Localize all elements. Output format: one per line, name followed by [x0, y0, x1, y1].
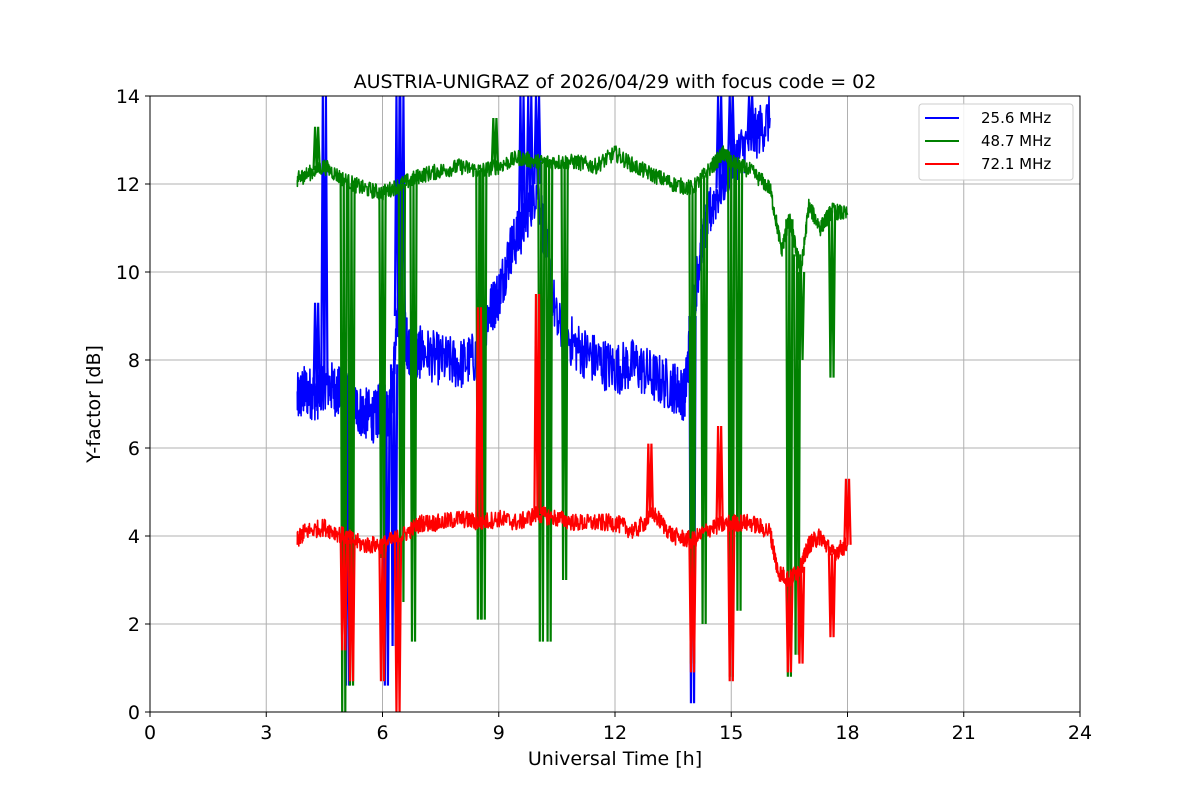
- y-tick-label: 12: [116, 174, 140, 196]
- x-tick-label: 24: [1068, 722, 1092, 744]
- series-spike: [796, 566, 806, 664]
- y-tick-label: 6: [128, 438, 140, 460]
- x-tick-label: 0: [144, 722, 156, 744]
- series-spike: [517, 95, 527, 229]
- series-spike: [560, 161, 569, 581]
- y-axis-label: Y-factor [dB]: [83, 345, 105, 464]
- series-spike: [785, 579, 794, 673]
- x-tick-label: 15: [719, 722, 743, 744]
- y-tick-label: 8: [128, 350, 140, 372]
- series-spike: [688, 188, 697, 664]
- series-spike: [843, 478, 852, 545]
- x-tick-label: 9: [493, 722, 505, 744]
- series-spike: [475, 307, 484, 523]
- x-tick-label: 21: [952, 722, 976, 744]
- series-spike: [347, 183, 356, 686]
- x-tick-label: 3: [260, 722, 272, 744]
- chart-title: AUSTRIA-UNIGRAZ of 2026/04/29 with focus…: [354, 71, 877, 93]
- series-spike: [312, 126, 321, 170]
- series-spike: [544, 161, 554, 642]
- series-spike: [688, 540, 697, 673]
- legend-label: 72.1 MHz: [981, 155, 1051, 173]
- x-tick-label: 6: [376, 722, 388, 744]
- series-spike: [715, 95, 724, 189]
- x-axis-label: Universal Time [h]: [528, 748, 702, 770]
- series-spike: [393, 537, 403, 713]
- series-2: [296, 293, 852, 713]
- series-spike: [525, 95, 534, 207]
- series-spike: [378, 192, 387, 559]
- series-spike: [312, 302, 321, 396]
- series-spike: [734, 165, 744, 611]
- series-layer: [296, 95, 852, 713]
- series-spike: [397, 183, 407, 603]
- series-spike: [490, 117, 500, 168]
- y-tick-label: 10: [116, 262, 140, 284]
- series-spike: [645, 443, 655, 518]
- series-spike: [796, 271, 806, 361]
- y-tick-label: 2: [128, 614, 140, 636]
- series-spike: [347, 539, 356, 682]
- series-spike: [699, 175, 709, 625]
- series-spike: [715, 425, 724, 526]
- series-spike: [409, 178, 418, 642]
- series-spike: [785, 219, 794, 677]
- series-spike: [339, 535, 348, 651]
- series-spike: [827, 210, 837, 378]
- series-spike: [533, 293, 542, 515]
- legend-box: [918, 103, 1074, 181]
- series-spike: [389, 364, 399, 647]
- legend[interactable]: 25.6 MHz 48.7 MHz 72.1 MHz: [918, 103, 1074, 181]
- series-spike: [727, 161, 736, 677]
- series-spike: [827, 553, 837, 638]
- series-spike: [727, 522, 736, 682]
- y-tick-label: 14: [116, 86, 140, 108]
- series-spike: [746, 95, 755, 141]
- series-spike: [320, 95, 329, 383]
- x-tick-label: 18: [835, 722, 859, 744]
- legend-label: 25.6 MHz: [981, 109, 1051, 127]
- x-tick-label: 12: [603, 722, 627, 744]
- y-tick-label: 4: [128, 526, 140, 548]
- legend-label: 48.7 MHz: [981, 132, 1051, 150]
- series-spike: [792, 254, 802, 655]
- series-spike: [378, 544, 387, 682]
- y-tick-label: 0: [128, 702, 140, 724]
